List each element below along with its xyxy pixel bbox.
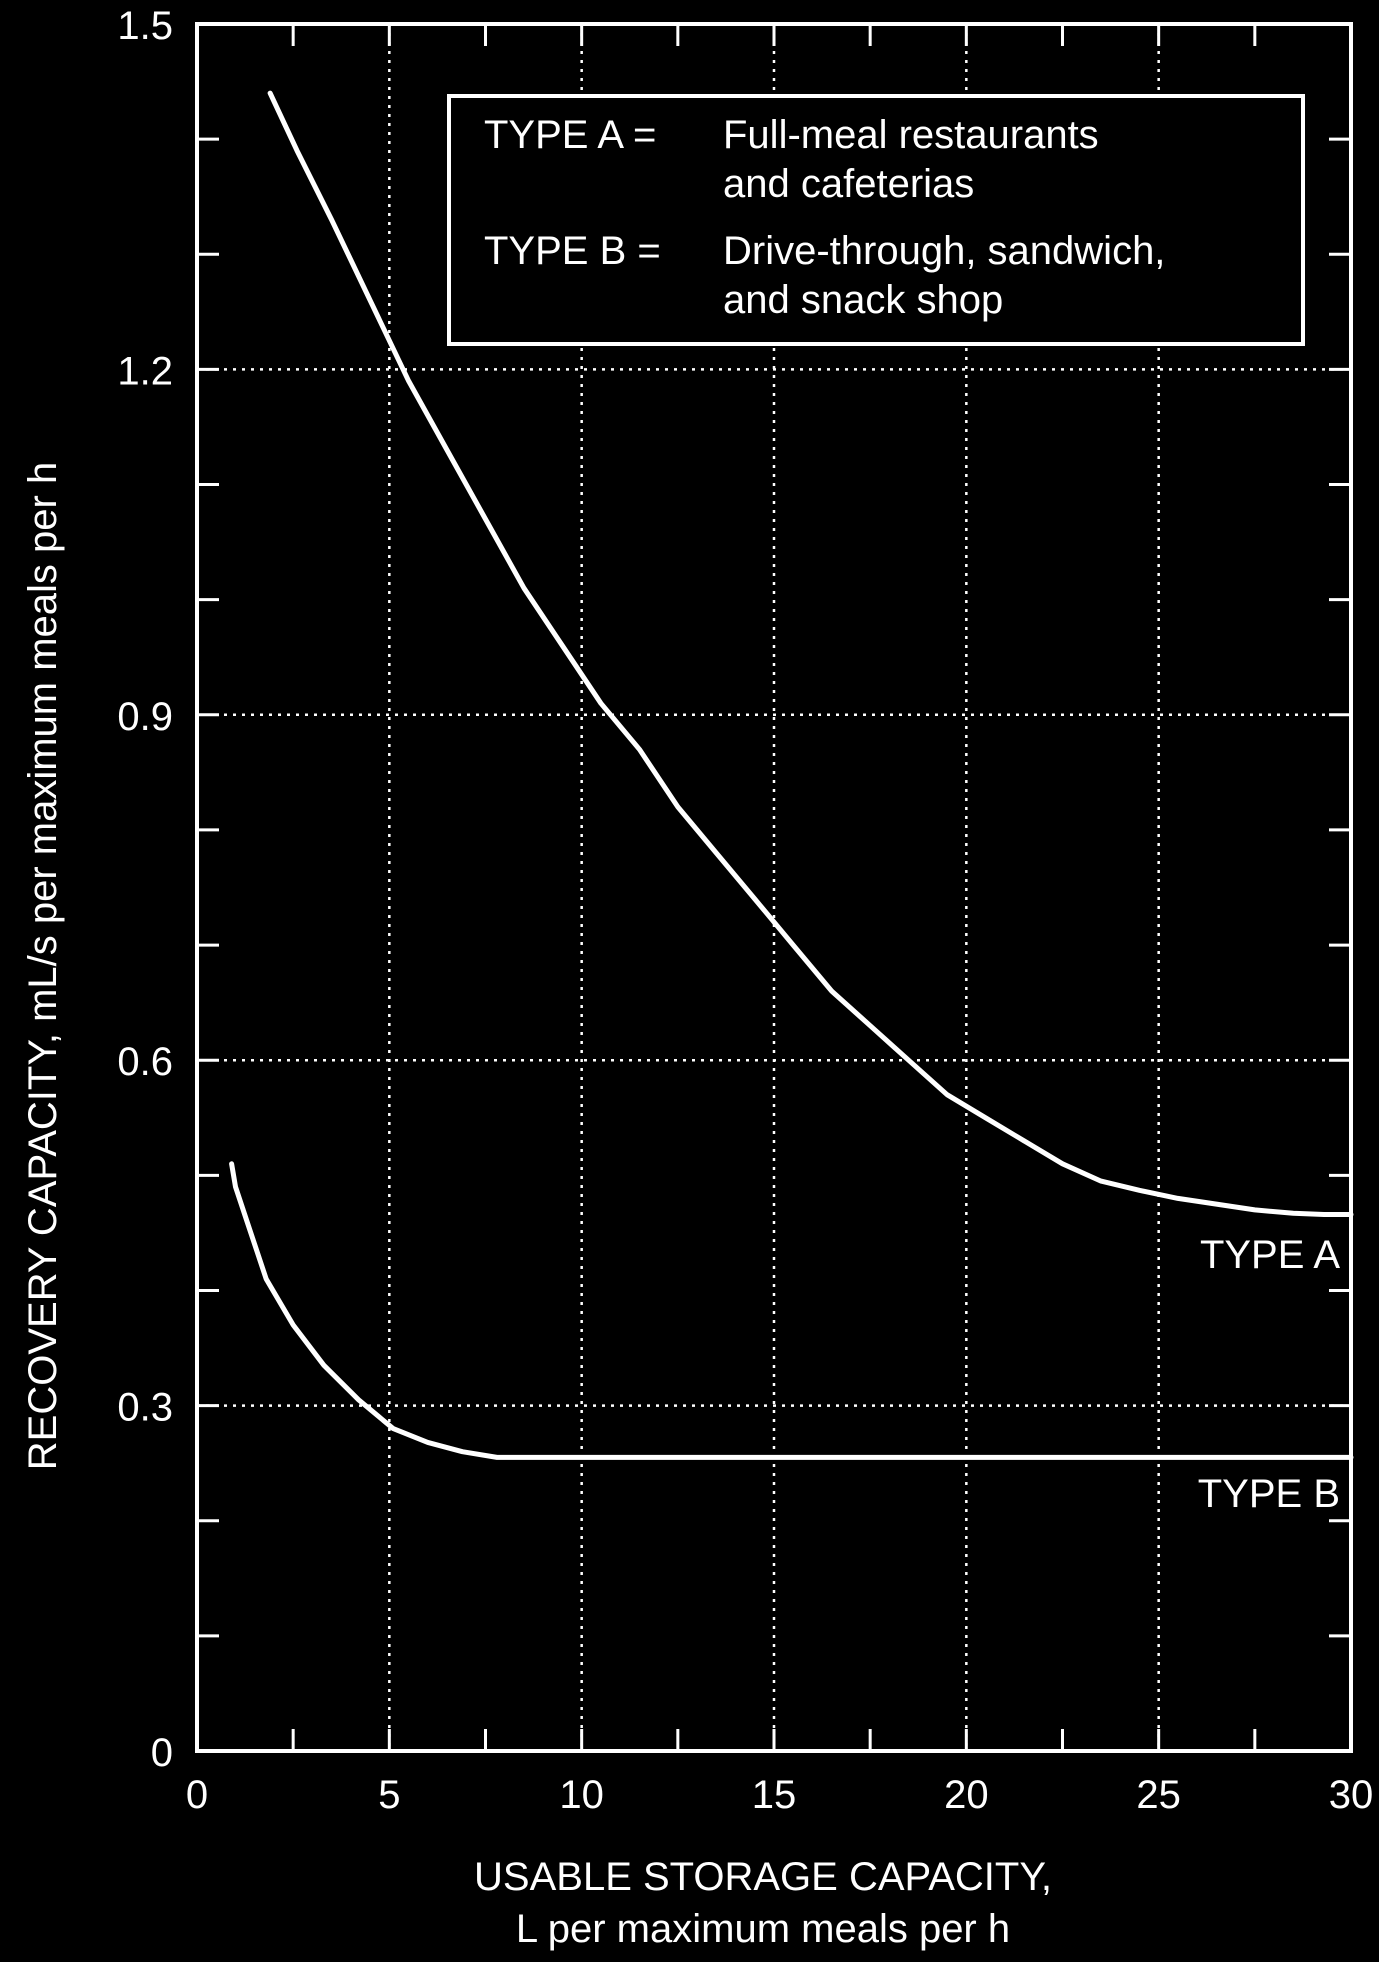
y-tick-label: 1.5: [117, 4, 173, 48]
legend-line-4-value: and snack shop: [723, 278, 1003, 322]
y-tick-label: 0.3: [117, 1386, 173, 1430]
y-tick-label: 1.2: [117, 349, 173, 393]
legend: TYPE A = Full-meal restaurants and cafet…: [447, 94, 1305, 346]
x-tick-label: 5: [378, 1773, 400, 1817]
x-axis-title-line-1: USABLE STORAGE CAPACITY,: [474, 1855, 1052, 1899]
series-line-type-a: [267, 90, 1354, 1217]
legend-line-3-key: TYPE B =: [484, 229, 661, 273]
y-tick-label: 0.9: [117, 695, 173, 739]
legend-line-1-value: Full-meal restaurants: [723, 113, 1099, 157]
x-axis-title-line-2: L per maximum meals per h: [516, 1907, 1010, 1951]
curve-label-type-b: TYPE B: [1198, 1472, 1340, 1516]
tick-labels: 0 5 10 15 20 25 30 0 0.3 0.6 0.9 1.2 1.5: [117, 4, 1373, 1817]
y-axis-title: RECOVERY CAPACITY, mL/s per maximum meal…: [21, 462, 65, 1470]
y-tick-label: 0.6: [117, 1040, 173, 1084]
x-tick-label: 15: [752, 1773, 797, 1817]
x-tick-label: 0: [186, 1773, 208, 1817]
series-layer: [229, 90, 1354, 1460]
legend-line-3-value: Drive-through, sandwich,: [723, 229, 1165, 273]
legend-line-1-key: TYPE A =: [484, 113, 656, 157]
plot-frame: [195, 22, 1353, 1753]
x-tick-label: 30: [1329, 1773, 1374, 1817]
x-tick-label: 10: [559, 1773, 604, 1817]
x-tick-label: 25: [1136, 1773, 1181, 1817]
series-line-type-b: [229, 1161, 1354, 1460]
grid-lines: [197, 24, 1351, 1751]
x-tick-label: 20: [944, 1773, 989, 1817]
legend-box: [447, 94, 1305, 346]
legend-line-2-value: and cafeterias: [723, 162, 974, 206]
y-tick-label: 0: [151, 1731, 173, 1775]
curve-label-type-a: TYPE A: [1200, 1233, 1340, 1277]
